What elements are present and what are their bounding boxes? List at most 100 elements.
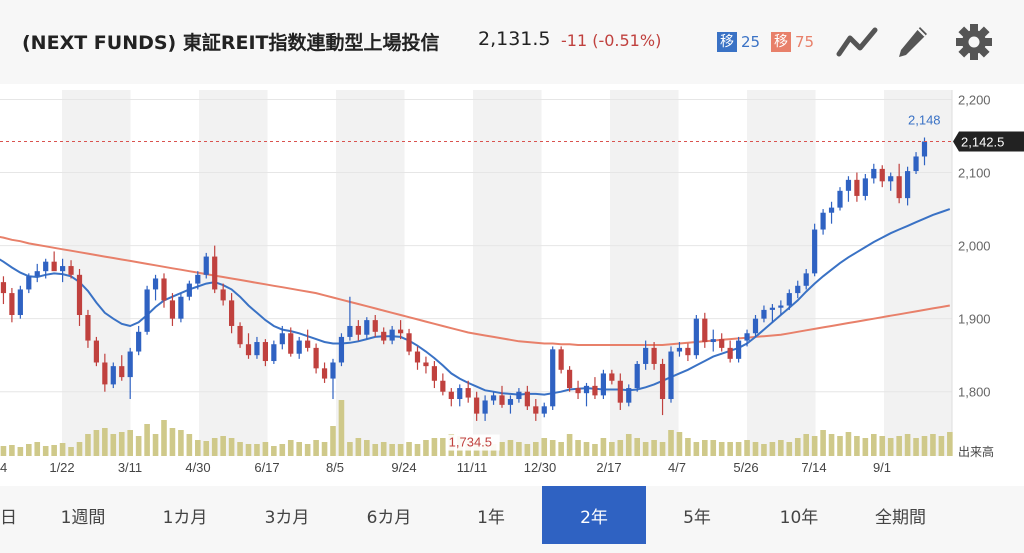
candle: [651, 342, 657, 370]
volume-bar: [161, 420, 167, 456]
tab-1[interactable]: 日: [0, 507, 17, 528]
volume-bar: [871, 434, 877, 456]
volume-bar: [676, 432, 683, 456]
candle: [896, 163, 902, 204]
volume-bar: [803, 434, 809, 456]
x-tick-label: 6/17: [254, 460, 279, 475]
ma25-badge[interactable]: 移: [717, 32, 737, 52]
candle: [617, 373, 623, 410]
candle: [0, 276, 7, 305]
candle: [271, 340, 277, 364]
candle: [85, 309, 91, 348]
volume-bar: [727, 442, 733, 456]
volume-bar: [583, 442, 590, 456]
candle: [752, 315, 759, 337]
ma75-line: [0, 235, 950, 346]
candle: [567, 366, 573, 392]
candle: [685, 343, 691, 362]
volume-bar: [761, 444, 767, 456]
candle: [43, 258, 49, 279]
volume-bar: [558, 442, 564, 456]
candle: [845, 176, 852, 202]
candle: [279, 325, 285, 350]
candle: [600, 369, 606, 400]
candle: [119, 355, 125, 381]
volume-bar: [364, 440, 370, 456]
volume-bar: [879, 436, 886, 456]
candle: [229, 293, 235, 334]
candle: [372, 315, 378, 337]
volume-bar: [59, 443, 66, 456]
volume-bar: [330, 426, 336, 456]
candle: [288, 327, 294, 357]
ma25-line: [0, 208, 951, 396]
tab-9[interactable]: 10年: [779, 507, 819, 528]
candle: [389, 325, 395, 345]
volume-bar: [423, 440, 429, 456]
tab-3[interactable]: 1カ月: [162, 507, 208, 528]
volume-bar: [203, 441, 210, 456]
candle: [905, 166, 911, 206]
volume-bar: [947, 432, 953, 456]
candle: [169, 293, 176, 326]
ma75-badge[interactable]: 移: [771, 32, 791, 52]
candle: [152, 274, 159, 301]
candle: [364, 317, 370, 340]
candle: [769, 304, 775, 323]
date-band: [199, 90, 268, 456]
volume-bar: [625, 434, 632, 456]
volume-bar: [17, 447, 24, 456]
candle: [195, 271, 201, 290]
volume-bar: [118, 432, 125, 456]
volume-bar: [507, 440, 514, 456]
line-chart-icon[interactable]: [836, 26, 878, 58]
candle: [338, 333, 345, 367]
candle: [871, 163, 877, 184]
y-tick-label: 1,800: [958, 385, 991, 400]
tab-10[interactable]: 全期間: [875, 507, 926, 528]
candle: [575, 380, 581, 400]
price-chart[interactable]: 1,800 1,900 2,000 2,100 2,200 4 1/22 3/11 4/30 6…: [0, 84, 1024, 486]
candle: [719, 333, 725, 352]
candle: [220, 283, 226, 306]
candle: [550, 346, 556, 410]
tab-7[interactable]: 2年: [542, 486, 646, 544]
x-tick-label: 11/11: [457, 460, 488, 475]
volume-bar: [769, 442, 776, 456]
current-price: 2,131.5: [478, 28, 551, 50]
candle: [854, 172, 860, 202]
candle: [34, 263, 40, 283]
candle: [414, 346, 421, 370]
volume-bar: [930, 434, 936, 456]
volume-bar: [609, 442, 615, 456]
pencil-icon[interactable]: [896, 24, 930, 60]
x-tick-label: 7/14: [801, 460, 826, 475]
volume-bar: [287, 440, 294, 456]
volume-bar: [845, 432, 852, 456]
tab-6[interactable]: 1年: [477, 507, 505, 528]
volume-bar: [321, 442, 328, 456]
candle: [668, 346, 674, 403]
tab-8[interactable]: 5年: [683, 507, 711, 528]
candle: [778, 300, 784, 316]
candle: [262, 339, 268, 367]
candle: [161, 273, 167, 308]
date-band: [336, 90, 405, 456]
candle: [465, 380, 471, 403]
volume-bar: [668, 430, 674, 456]
candle: [406, 328, 412, 356]
candle: [237, 322, 243, 348]
tab-4[interactable]: 3カ月: [264, 507, 310, 528]
candle: [609, 369, 615, 385]
gear-icon[interactable]: [954, 22, 994, 62]
volume-bar: [406, 442, 412, 456]
candle: [541, 402, 547, 418]
candle: [516, 388, 522, 403]
volume-bar: [0, 446, 7, 456]
tab-5[interactable]: 6カ月: [366, 507, 412, 528]
current-price-tag: 2,142.5: [953, 131, 1024, 152]
volume-bar: [178, 430, 184, 456]
tab-2[interactable]: 1週間: [60, 507, 106, 528]
volume-bar: [896, 436, 902, 456]
candle: [837, 187, 843, 211]
